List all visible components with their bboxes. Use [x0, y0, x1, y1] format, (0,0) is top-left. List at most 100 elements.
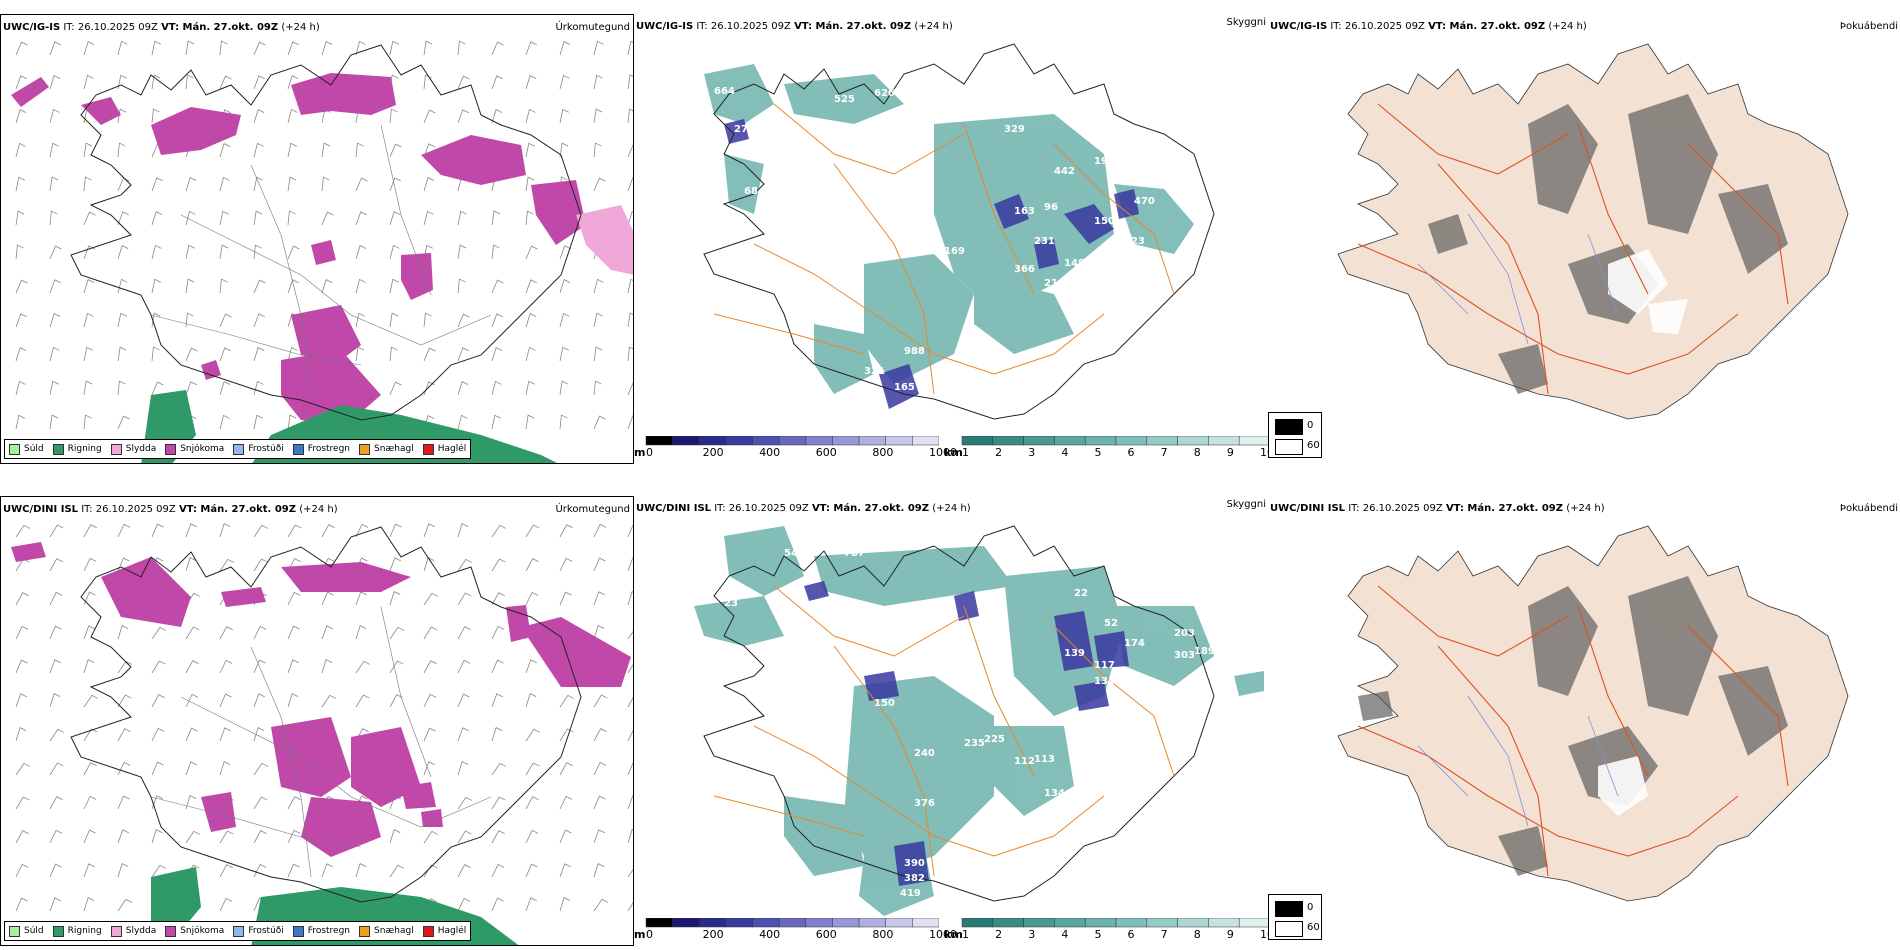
legend-swatch [359, 925, 371, 937]
wind-barb [117, 278, 128, 294]
wind-barb [593, 312, 603, 328]
wind-barb [253, 176, 263, 192]
colorbar-segment [699, 918, 727, 928]
legend-item-7: Haglél [422, 925, 466, 937]
cloudbase-label: 165 [894, 382, 915, 393]
wind-barb [253, 313, 265, 328]
wind-barb [253, 347, 265, 362]
wind-barb [389, 177, 401, 192]
cloudbase-label: 60 [784, 124, 798, 135]
wind-barb [185, 210, 196, 226]
colorbar-tick: 400 [759, 928, 781, 941]
wind-barb [321, 211, 334, 226]
wind-barb [627, 902, 633, 912]
wind-barb [457, 210, 467, 226]
panel-header: UWC/DINI ISL IT: 26.10.2025 09Z VT: Mán.… [636, 503, 971, 514]
wind-barb [389, 557, 401, 572]
wind-barb [185, 727, 198, 742]
cloudbase-label: 470 [1134, 196, 1155, 207]
wind-barb [49, 897, 61, 912]
wind-barb [627, 40, 633, 56]
legend-swatch [165, 443, 177, 455]
wind-barb [525, 796, 539, 810]
wind-barb [457, 75, 470, 90]
wind-barb [15, 524, 31, 538]
cloud-map-canvas: 545 787 23 362 429 22 52 174 203 303 189 139 117 134 1… [694, 525, 1264, 916]
wind-barb [491, 830, 505, 844]
wind-barb [83, 211, 96, 226]
wind-barb [83, 625, 95, 640]
wind-barb [457, 347, 469, 362]
wind-barb [525, 41, 537, 56]
wind-barb [525, 346, 536, 362]
wind-barb [321, 863, 333, 878]
legend-item-6: Snæhagl [359, 443, 414, 455]
wind-barb [185, 830, 201, 844]
wind-barb [627, 278, 633, 294]
wind-barb [15, 380, 26, 396]
wind-barb [15, 142, 26, 158]
panel-title: Þokuábendi [1839, 503, 1898, 514]
wind-barb [559, 694, 575, 708]
wind-barb [389, 591, 401, 606]
wind-barb [491, 75, 503, 90]
wind-barb [49, 796, 63, 810]
wind-barb [627, 868, 633, 878]
colorbar-segment [725, 436, 753, 446]
wind-barb [287, 142, 297, 158]
cloudbase-areas [724, 119, 1139, 409]
wind-barb [627, 664, 633, 674]
roads [150, 606, 492, 878]
wind-barb [83, 591, 96, 606]
wind-barb [423, 727, 436, 742]
wind-barb [559, 829, 572, 844]
wind-barb [423, 864, 438, 878]
wind-barb [559, 557, 573, 572]
wind-barb [49, 524, 64, 538]
colorbar-segment [1054, 436, 1086, 446]
colorbar-tick: 1000 [929, 928, 957, 941]
legend-label: Rigning [67, 444, 102, 454]
wind-barb [151, 864, 167, 878]
wind-barb [559, 312, 570, 328]
wind-barb [525, 728, 541, 742]
snow-areas [11, 542, 631, 857]
wind-barb [321, 176, 330, 192]
wind-barb [185, 177, 197, 192]
wind-barb [457, 864, 471, 878]
cloud-map-canvas: 664 525 626 27 60 329 194 442 470 68 163 96 150 123 16… [694, 43, 1215, 427]
colorbar-tick: 800 [872, 928, 894, 941]
wind-barb [49, 863, 62, 878]
colorbar-segment [885, 918, 913, 928]
cloudbase-label: 174 [1124, 638, 1145, 649]
colorbar-tick: 600 [815, 928, 837, 941]
legend-label: Frostregn [307, 444, 351, 454]
wind-barb [389, 626, 405, 640]
wind-barb [525, 313, 537, 328]
colorbar-segment [1177, 918, 1209, 928]
colorbar-segment [1208, 436, 1240, 446]
wind-barb [389, 143, 402, 158]
wind-barb [287, 75, 299, 90]
fog-map-row2: UWC/DINI ISL IT: 26.10.2025 09Z VT: Mán.… [1268, 496, 1900, 946]
legend-item-0: Súld [9, 925, 44, 937]
cloudbase-label: 382 [904, 873, 925, 884]
wind-barb [83, 142, 93, 158]
wind-barb [15, 210, 25, 226]
colorbar-segment [645, 436, 673, 446]
panel-title: Úrkomutegund [555, 22, 630, 33]
wind-barb [49, 313, 61, 328]
colorbar-segment [1115, 918, 1148, 928]
panel-header: UWC/DINI ISL IT: 26.10.2025 09Z VT: Mán.… [1270, 503, 1605, 514]
wind-barb [457, 659, 471, 674]
wind-barb [219, 523, 231, 538]
wind-barb [49, 728, 65, 742]
wind-barb [593, 829, 605, 844]
wind-barb [185, 523, 197, 538]
wind-barb [151, 74, 161, 90]
wind-barb [423, 830, 439, 844]
colorbar-segment [858, 918, 886, 928]
wind-barb [593, 346, 603, 362]
colorbar-tick: 0 [646, 446, 653, 459]
wind-barb [593, 795, 606, 810]
